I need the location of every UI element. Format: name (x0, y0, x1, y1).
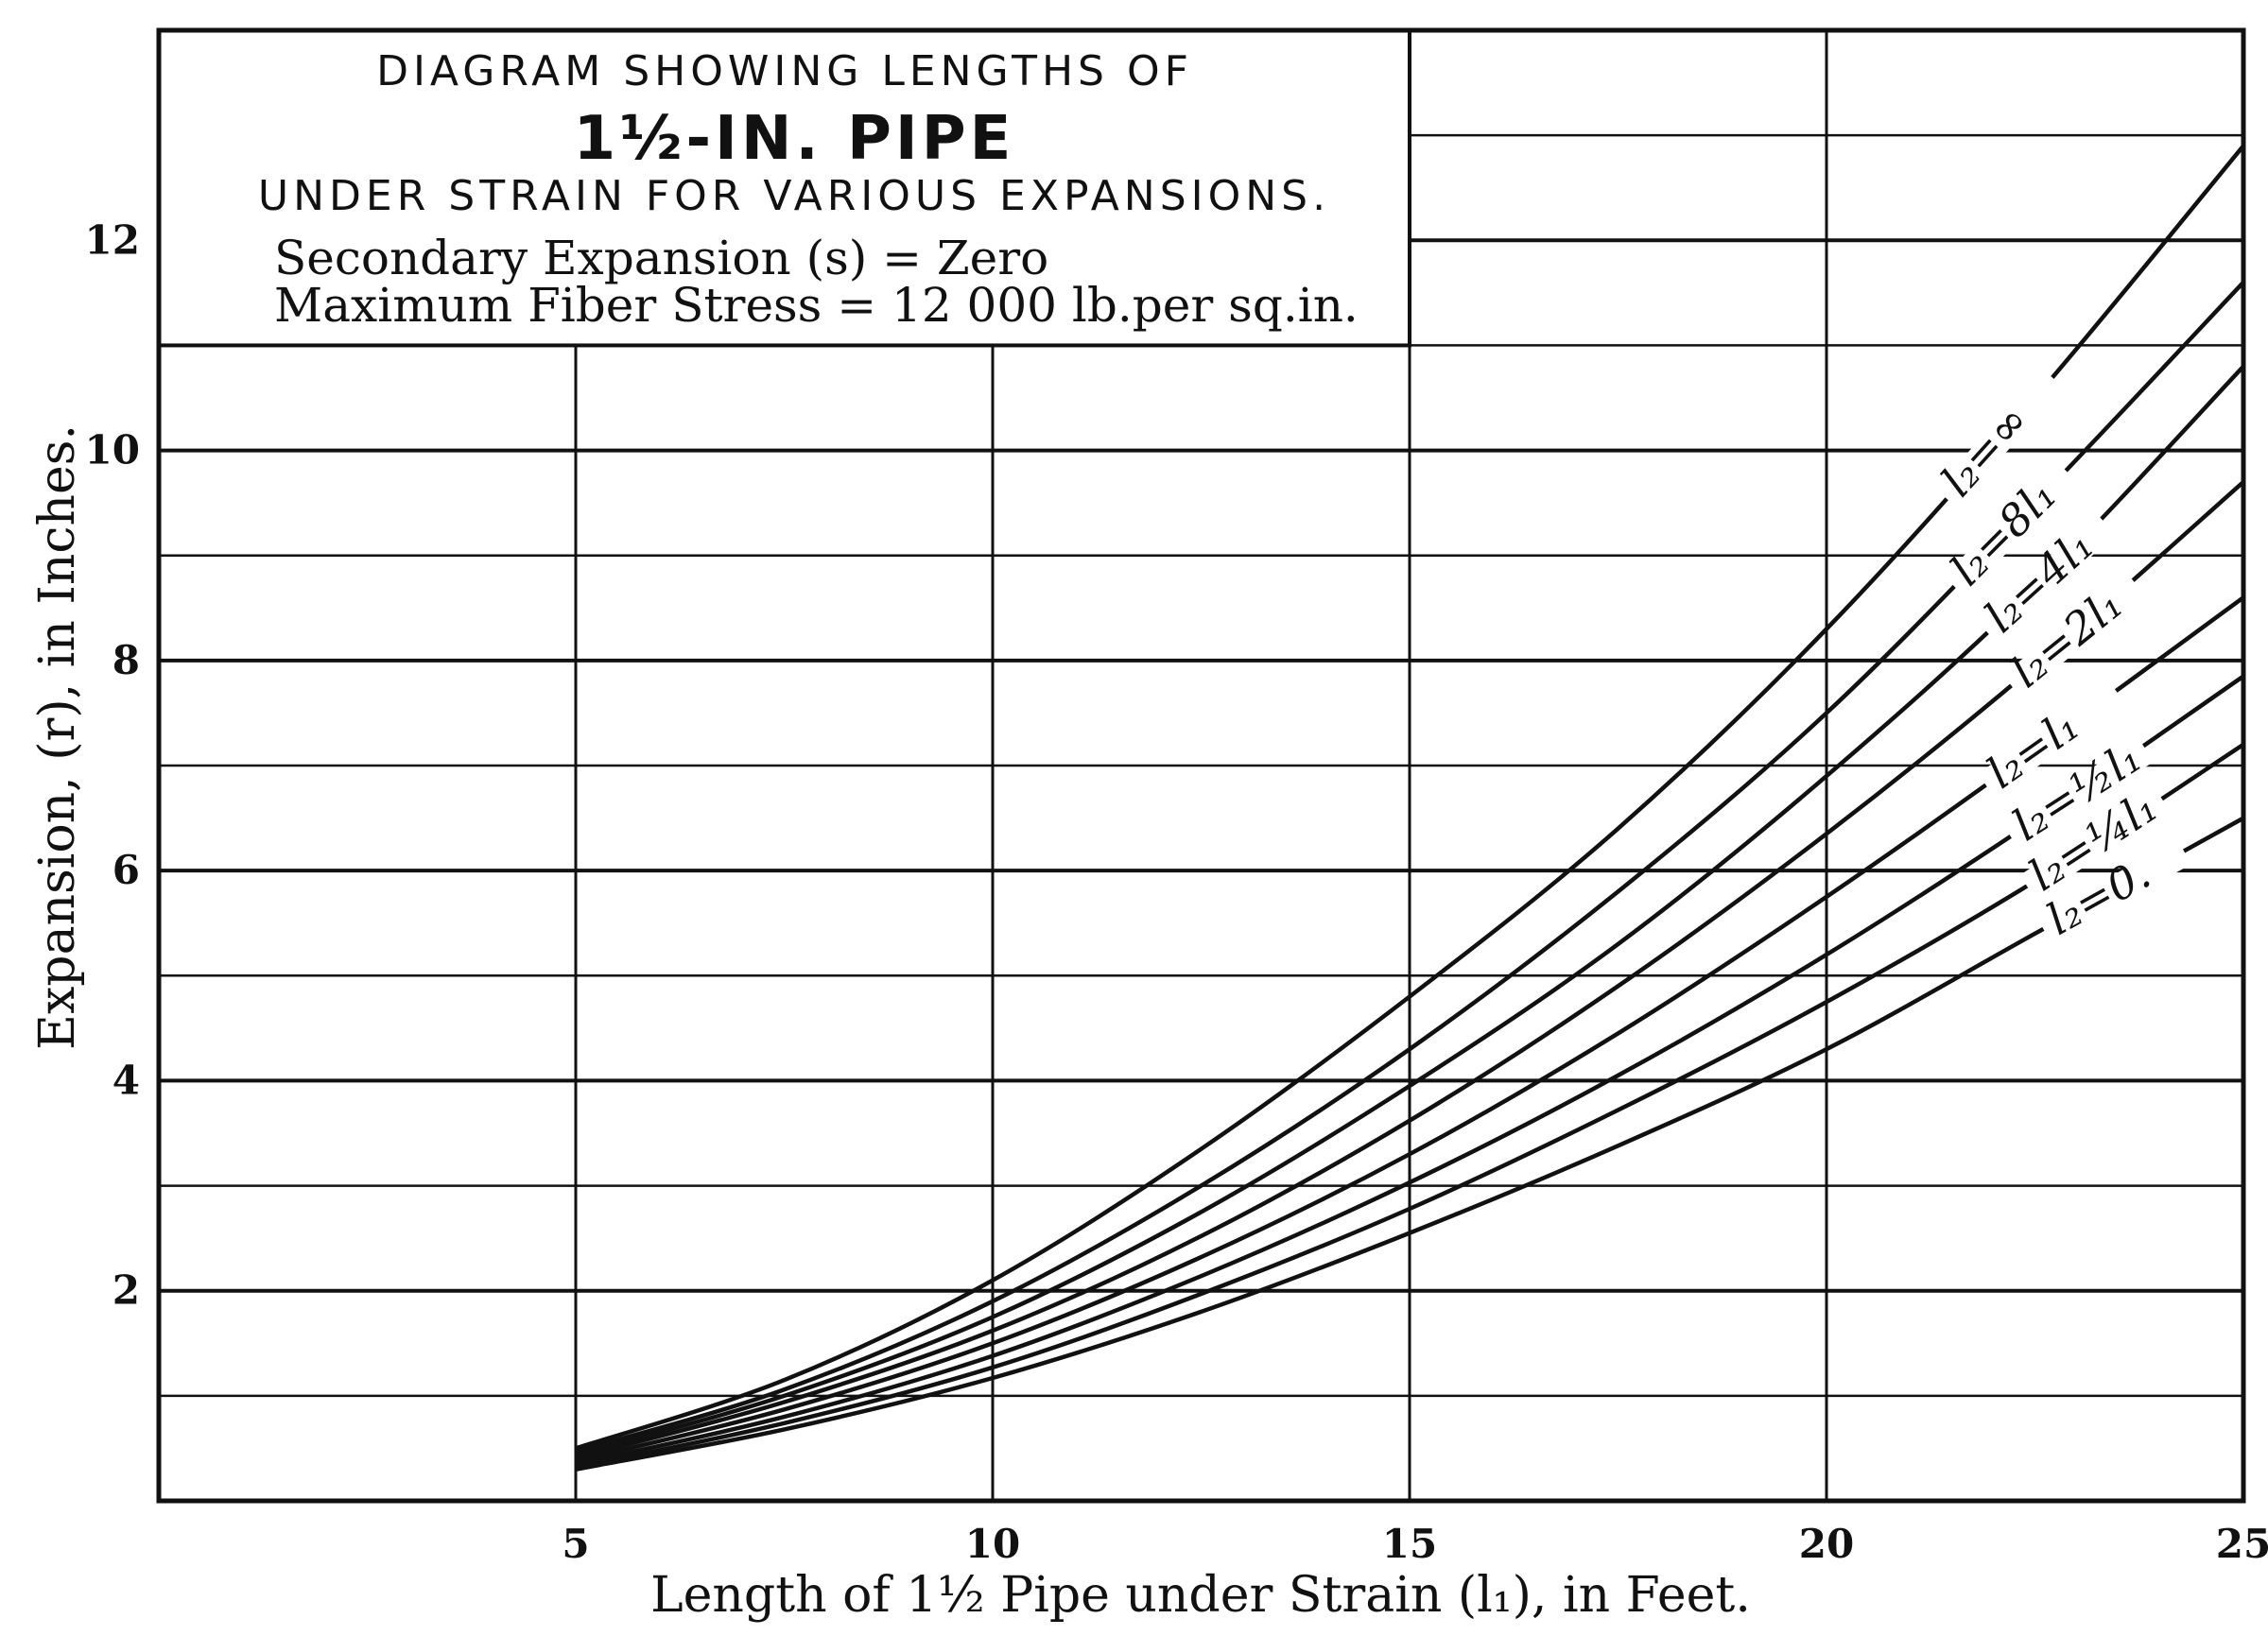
curve-3 (575, 365, 2245, 1457)
y-tick-label-4: 4 (113, 1057, 140, 1103)
x-tick-label-5: 5 (562, 1521, 589, 1567)
curve-4 (575, 480, 2245, 1460)
subtitle-line-2: Maximum Fiber Stress = 12 000 lb.per sq.… (274, 278, 1359, 333)
curve-7 (575, 742, 2245, 1470)
curve-label-bg-6 (2002, 737, 2155, 850)
y-tick-label-10: 10 (85, 427, 140, 474)
curve-8 (575, 816, 2245, 1472)
y-tick-label-8: 8 (113, 637, 140, 683)
curve-label-bg-4 (2002, 574, 2146, 697)
y-axis-label: Expansion, (r), in Inches. (29, 424, 86, 1050)
x-tick-label-25: 25 (2216, 1521, 2268, 1567)
y-tick-label-12: 12 (85, 216, 140, 263)
plot-frame (156, 27, 2246, 1504)
tick-labels: 5 10 15 20 25 2 4 6 8 10 12 (85, 216, 2268, 1567)
x-tick-label-10: 10 (965, 1521, 1020, 1567)
curve-5 (575, 595, 2245, 1463)
x-tick-label-20: 20 (1799, 1521, 1854, 1567)
curves (575, 144, 2245, 1472)
title-block: DIAGRAM SHOWING LENGTHS OF 1½-IN. PIPE U… (258, 47, 1359, 333)
title-line-1: DIAGRAM SHOWING LENGTHS OF (376, 47, 1193, 95)
curve-label-bg-8 (2036, 839, 2191, 942)
curve-label-bg-1 (1935, 369, 2065, 508)
title-line-3: UNDER STRAIN FOR VARIOUS EXPANSIONS. (258, 172, 1330, 220)
y-tick-label-6: 6 (113, 847, 140, 893)
title-line-2: 1½-IN. PIPE (574, 104, 1015, 174)
curve-label-bg-7 (2019, 786, 2171, 900)
subtitle-line-1: Secondary Expansion (s) = Zero (274, 231, 1048, 285)
curve-label-bg-5 (1978, 680, 2126, 798)
x-tick-label-15: 15 (1382, 1521, 1437, 1567)
curve-6 (575, 674, 2245, 1467)
curve-label-bg-2 (1944, 461, 2078, 596)
x-axis-label: Length of 1½ Pipe under Strain (l₁), in … (650, 1567, 1751, 1624)
curve-label-bg-3 (1977, 513, 2116, 643)
y-tick-label-2: 2 (113, 1267, 140, 1314)
